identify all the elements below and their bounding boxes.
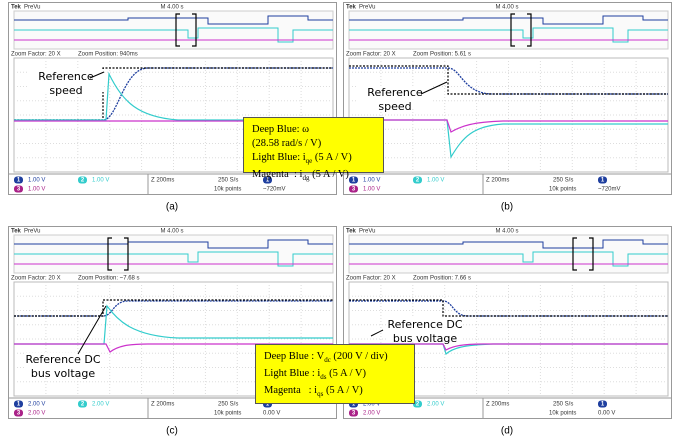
- legend-symbol: ω: [302, 124, 309, 135]
- sample-rate: 250 S/s: [553, 178, 573, 184]
- mode: PreVu: [359, 5, 375, 11]
- brand: Tek: [346, 5, 357, 11]
- channel-scale: 2.00 V: [363, 411, 380, 417]
- legend-subscript: dc: [324, 356, 331, 364]
- legend-label: Magenta :: [264, 385, 312, 396]
- mode: PreVu: [359, 229, 375, 235]
- trigger-level: ~720mV: [263, 187, 286, 193]
- zoom-factor: Zoom Factor: 20 X: [11, 276, 61, 282]
- legend-scale: (5 A / V): [315, 152, 352, 163]
- panel-label: (d): [501, 426, 513, 437]
- zoom-factor: Zoom Factor: 20 X: [346, 52, 396, 58]
- legend-row: Light Blue : ids (5 A / V): [264, 367, 406, 384]
- timebase: M 4.00 s: [160, 5, 183, 11]
- trigger-level: 0.00 V: [263, 411, 280, 417]
- channel-scale: 1.00 V: [28, 187, 45, 193]
- record-length: 10k points: [214, 187, 241, 193]
- channel-scale: 2.00 V: [28, 402, 45, 408]
- legend-subscript: dg: [302, 174, 309, 182]
- legend-row: Magenta : idg (5 A / V): [252, 168, 375, 185]
- sample-rate: 250 S/s: [218, 178, 238, 184]
- legend-scale: (5 A / V): [326, 385, 363, 396]
- annotation: Reference DC: [25, 353, 100, 366]
- mode: PreVu: [24, 5, 40, 11]
- legend-label: Light Blue :: [264, 368, 315, 379]
- legend-box: Deep Blue: ω (28.58 rad/s / V)Light Blue…: [243, 117, 384, 173]
- channel-scale: 1.00 V: [363, 187, 380, 193]
- channel-scale: 2.00 V: [28, 411, 45, 417]
- legend-row: Deep Blue : Vdc (200 V / div): [264, 350, 406, 367]
- zoom-factor: Zoom Factor: 20 X: [346, 276, 396, 282]
- legend-scale: (5 A / V): [329, 368, 366, 379]
- brand: Tek: [11, 5, 22, 11]
- zoom-time: Z 200ms: [486, 178, 509, 184]
- legend-subscript: qe: [306, 157, 313, 165]
- record-length: 10k points: [214, 411, 241, 417]
- legend-row: Magenta : iqs (5 A / V): [264, 384, 406, 401]
- zoom-time: Z 200ms: [151, 178, 174, 184]
- trigger-level: 0.00 V: [598, 411, 615, 417]
- zoom-position: Zoom Position: 7.66 s: [413, 276, 471, 282]
- brand: Tek: [11, 229, 22, 235]
- record-length: 10k points: [549, 187, 576, 193]
- zoom-position: Zoom Position: 5.61 s: [413, 52, 471, 58]
- annotation: speed: [378, 100, 411, 113]
- timebase: M 4.00 s: [495, 5, 518, 11]
- zoom-time: Z 200ms: [486, 402, 509, 408]
- legend-scale: (5 A / V): [312, 169, 349, 180]
- channel-scale: 2.00 V: [427, 402, 444, 408]
- annotation: speed: [49, 84, 82, 97]
- brand: Tek: [346, 229, 357, 235]
- legend-box: Deep Blue : Vdc (200 V / div)Light Blue …: [255, 344, 415, 404]
- panel-label: (a): [166, 202, 178, 213]
- record-length: 10k points: [549, 411, 576, 417]
- channel-scale: 1.00 V: [427, 178, 444, 184]
- legend-scale: (200 V / div): [333, 351, 387, 362]
- figure: Deep Blue: ω (28.58 rad/s / V)Light Blue…: [0, 0, 689, 446]
- legend-subscript: qs: [317, 390, 323, 398]
- annotation: Reference: [38, 70, 94, 83]
- sample-rate: 250 S/s: [553, 402, 573, 408]
- timebase: M 4.00 s: [160, 229, 183, 235]
- zoom-factor: Zoom Factor: 20 X: [11, 52, 61, 58]
- oscilloscope-panel: TekPreVu M 4.00 s Zoom Factor: 20 X Zoom Po…: [343, 2, 673, 217]
- legend-label: Deep Blue :: [264, 351, 314, 362]
- legend-row: Light Blue: iqe (5 A / V): [252, 151, 375, 168]
- timebase: M 4.00 s: [495, 229, 518, 235]
- mode: PreVu: [24, 229, 40, 235]
- channel-scale: 1.00 V: [92, 178, 109, 184]
- annotation: bus voltage: [31, 367, 96, 380]
- legend-row: Deep Blue: ω (28.58 rad/s / V): [252, 123, 375, 151]
- zoom-position: Zoom Position: ~7.68 s: [78, 276, 140, 282]
- legend-label: Deep Blue:: [252, 124, 300, 135]
- annotation: Reference: [367, 86, 423, 99]
- annotation: Reference DC: [387, 318, 462, 331]
- zoom-position: Zoom Position: 940ms: [78, 52, 138, 58]
- sample-rate: 250 S/s: [218, 402, 238, 408]
- channel-scale: 1.00 V: [28, 178, 45, 184]
- oscilloscope-panel: TekPreVu M 4.00 s Zoom Factor: 20 X Zoom Po…: [8, 226, 338, 441]
- channel-scale: 2.00 V: [92, 402, 109, 408]
- trigger-level: ~720mV: [598, 187, 621, 193]
- legend-scale: (28.58 rad/s / V): [252, 138, 321, 149]
- zoom-time: Z 200ms: [151, 402, 174, 408]
- panel-label: (c): [166, 426, 178, 437]
- legend-label: Light Blue:: [252, 152, 300, 163]
- panel-label: (b): [501, 202, 513, 213]
- legend-label: Magenta :: [252, 169, 297, 180]
- legend-subscript: ds: [320, 373, 326, 381]
